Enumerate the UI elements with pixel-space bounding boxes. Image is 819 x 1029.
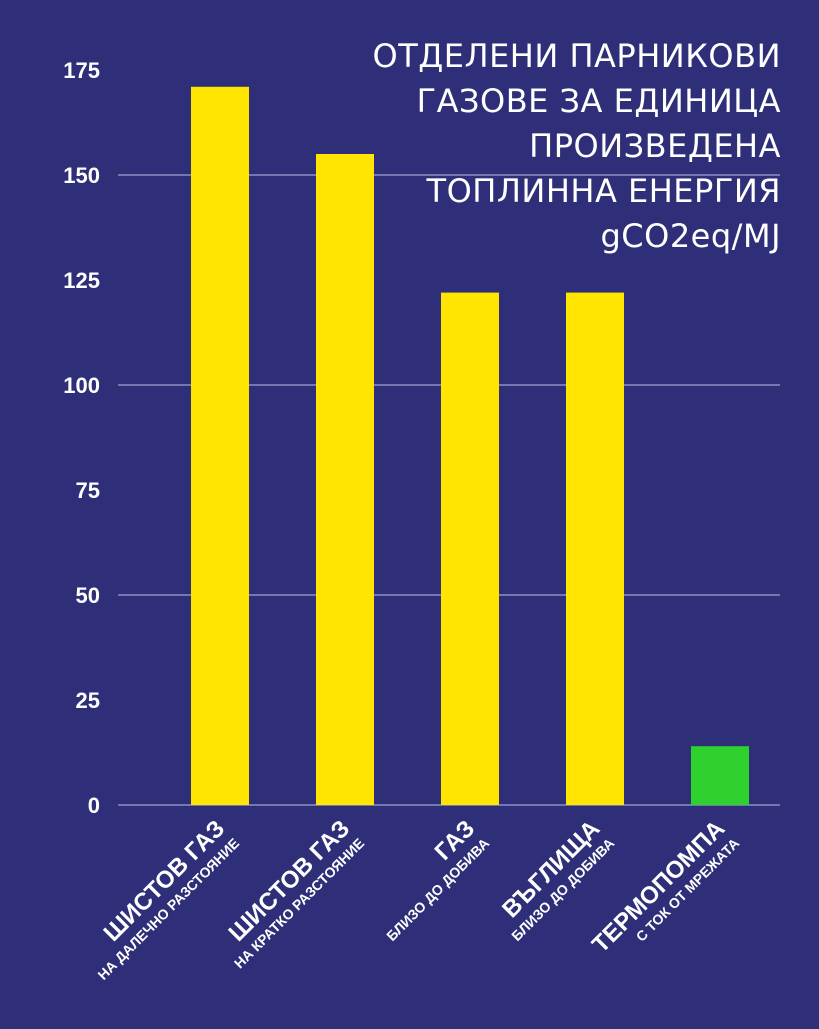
bar-3 bbox=[441, 292, 499, 806]
bar-5 bbox=[691, 746, 749, 805]
y-tick-label: 125 bbox=[63, 268, 100, 293]
y-tick-label: 0 bbox=[88, 793, 100, 818]
chart-title: ОТДЕЛЕНИ ПАРНИКОВИ ГАЗОВЕ ЗА ЕДИНИЦА ПРО… bbox=[321, 34, 781, 259]
title-unit: gCO2eq/MJ bbox=[600, 217, 781, 255]
x-label-main: ШИСТОВ ГАЗ bbox=[224, 815, 356, 947]
y-tick-label: 175 bbox=[63, 58, 100, 83]
y-axis-ticks: 0 25 50 75 100 125 150 175 bbox=[63, 58, 100, 818]
title-line-4: ТОПЛИННА ЕНЕРГИЯ bbox=[426, 172, 781, 210]
title-line-1: ОТДЕЛЕНИ ПАРНИКОВИ bbox=[372, 37, 781, 75]
x-label-main: ТЕРМОПОМПА bbox=[587, 815, 730, 958]
y-tick-label: 50 bbox=[76, 583, 100, 608]
bar-2 bbox=[316, 154, 374, 805]
x-label-main: ШИСТОВ ГАЗ bbox=[99, 815, 231, 947]
bar-1 bbox=[191, 86, 249, 806]
title-line-2: ГАЗОВЕ ЗА ЕДИНИЦА bbox=[416, 82, 781, 120]
y-tick-label: 75 bbox=[76, 478, 100, 503]
bar-4 bbox=[566, 292, 624, 806]
bars bbox=[191, 86, 749, 806]
y-tick-label: 150 bbox=[63, 163, 100, 188]
title-line-3: ПРОИЗВЕДЕНА bbox=[529, 127, 781, 165]
y-tick-label: 25 bbox=[76, 688, 100, 713]
y-tick-label: 100 bbox=[63, 373, 100, 398]
